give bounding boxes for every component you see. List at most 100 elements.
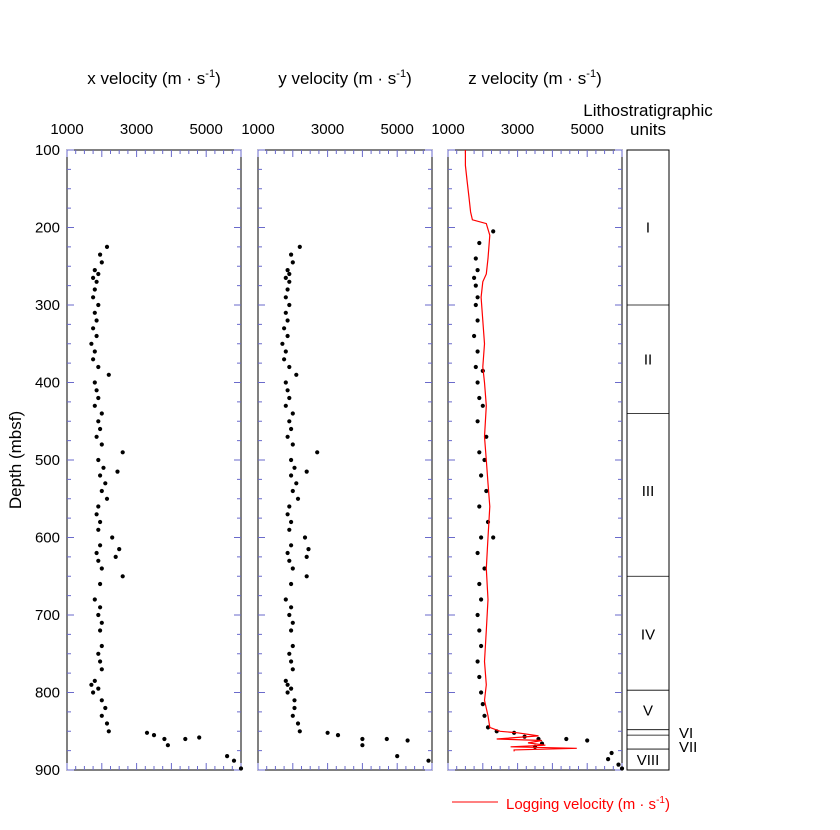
velocity-point: [104, 721, 110, 726]
velocity-point: [91, 275, 96, 280]
velocity-point: [283, 380, 288, 385]
velocity-point: [98, 426, 103, 432]
velocity-point: [99, 411, 104, 416]
velocity-point: [283, 349, 288, 354]
velocity-point: [290, 620, 295, 625]
velocity-point: [285, 434, 290, 439]
velocity-point: [99, 566, 104, 571]
velocity-point: [289, 519, 294, 525]
velocity-point: [96, 419, 101, 424]
velocity-panel: y velocity (m · s-1) 1000 3000 5000: [241, 68, 433, 771]
depth-axis-label: Depth (mbsf): [6, 411, 25, 509]
velocity-point: [98, 473, 103, 478]
velocity-point: [92, 310, 97, 315]
velocity-point: [479, 643, 484, 649]
velocity-point: [287, 302, 292, 308]
velocity-point: [91, 690, 96, 695]
velocity-tick-label: 1000: [241, 121, 274, 138]
velocity-point: [94, 318, 99, 323]
depth-tick-label: 700: [35, 607, 60, 624]
velocity-point: [283, 678, 288, 684]
velocity-point: [426, 758, 431, 763]
velocity-point: [115, 469, 120, 474]
velocity-point: [91, 295, 96, 300]
velocity-point: [104, 496, 110, 501]
velocity-point: [285, 682, 290, 687]
velocity-point: [92, 349, 97, 354]
velocity-point: [292, 465, 297, 470]
velocity-point: [480, 702, 485, 707]
velocity-point: [306, 547, 311, 552]
unit-label: VIII: [637, 752, 660, 769]
velocity-point: [619, 766, 625, 771]
depth-axis: Depth (mbsf) 100 200 300 400 500 600 700 800 900: [6, 142, 60, 779]
velocity-point: [477, 628, 482, 633]
velocity-point: [289, 581, 294, 587]
panel-frame: [447, 149, 623, 771]
velocity-tick-label: 1000: [431, 121, 464, 138]
velocity-point: [289, 659, 294, 664]
velocity-point: [479, 690, 484, 695]
velocity-point: [96, 504, 101, 509]
panel-frame: [66, 149, 242, 771]
velocity-tick-label: 3000: [120, 121, 153, 138]
unit-label: V: [643, 702, 653, 719]
velocity-point: [92, 380, 97, 385]
units-frame: [626, 149, 670, 771]
velocity-point: [472, 333, 477, 339]
velocity-point: [289, 628, 294, 633]
velocity-point: [290, 643, 295, 649]
velocity-point: [96, 395, 101, 401]
velocity-point: [475, 268, 480, 273]
velocity-point: [283, 403, 288, 408]
velocity-point: [96, 457, 101, 463]
velocity-point: [304, 554, 309, 560]
velocity-point: [89, 341, 94, 346]
velocity-point: [120, 450, 125, 455]
velocity-point: [477, 581, 482, 587]
velocity-point: [302, 535, 308, 540]
legend-label: Logging velocity (m · s-1): [506, 795, 670, 813]
velocity-point: [479, 597, 484, 602]
velocity-point: [290, 713, 295, 718]
velocity-panel: z velocity (m · s-1) 1000 3000 5000: [431, 68, 625, 771]
velocity-point: [283, 295, 288, 300]
velocity-point: [477, 395, 482, 401]
velocity-point: [289, 426, 294, 432]
velocity-point: [113, 554, 118, 560]
velocity-point: [585, 738, 590, 743]
velocity-point: [479, 535, 484, 540]
velocity-point: [384, 736, 389, 742]
velocity-point: [285, 690, 290, 695]
velocity-point: [480, 403, 485, 408]
velocity-point: [285, 388, 290, 393]
velocity-point: [285, 512, 290, 517]
velocity-tick-label: 3000: [311, 121, 344, 138]
unit-label: VII: [679, 739, 697, 756]
unit-label: II: [644, 351, 652, 368]
velocity-point: [92, 403, 97, 408]
velocity-point: [99, 260, 104, 265]
depth-tick-label: 100: [35, 142, 60, 159]
velocity-point: [92, 287, 97, 292]
velocity-point: [325, 730, 330, 735]
velocity-point: [287, 395, 292, 401]
velocity-point: [162, 736, 167, 742]
velocity-point: [96, 364, 101, 370]
velocity-point: [292, 705, 297, 711]
velocity-point: [304, 574, 309, 579]
velocity-point: [295, 721, 301, 726]
depth-tick-label: 900: [35, 762, 60, 779]
velocity-point: [285, 287, 290, 292]
velocity-point: [360, 736, 365, 742]
velocity-point: [104, 244, 110, 249]
unit-label: III: [642, 483, 655, 500]
velocity-point: [292, 698, 297, 703]
velocity-point: [395, 754, 400, 759]
velocity-point: [482, 457, 487, 463]
velocity-point: [491, 535, 496, 540]
velocity-point: [285, 333, 290, 339]
velocity-point: [473, 256, 478, 261]
velocity-point: [475, 295, 480, 300]
